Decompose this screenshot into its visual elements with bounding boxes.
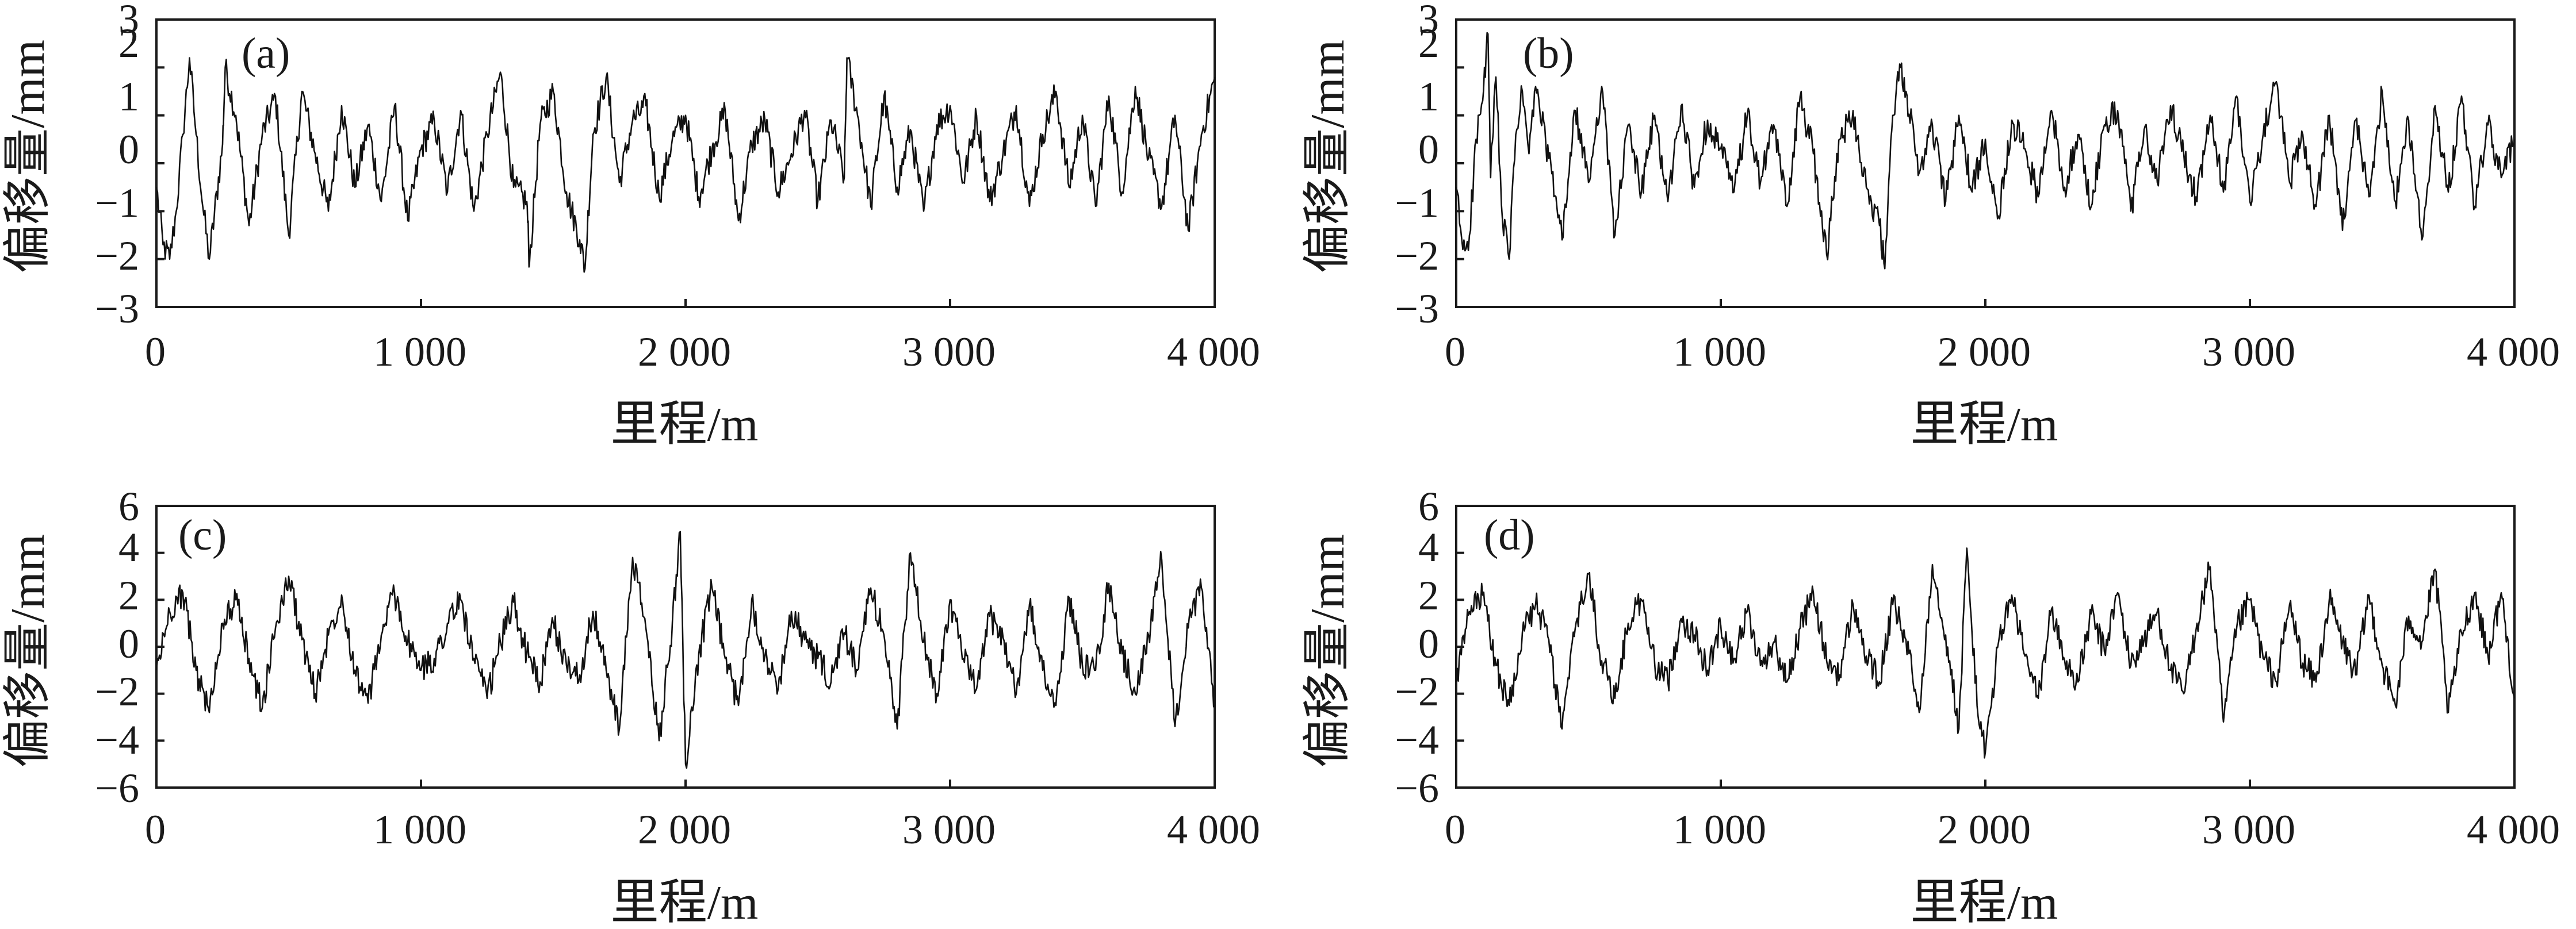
panel-c-xtick-label: 0 [145,807,166,853]
panel-a: 偏移量/mm −3 −2 −1 0 1 2 3 0 1 000 2 000 3 … [1,0,1260,451]
panel-c-xtick-label: 4 000 [1167,807,1260,853]
panel-d-series-line [1455,547,2516,759]
panel-b-xtick-label: 1 000 [1673,329,1766,375]
panel-c-xtick-label: 2 000 [638,807,731,853]
panel-c-yticks: −6 −4 −2 0 2 4 6 [95,483,139,811]
panel-d: 偏移量/mm −6 −4 −2 0 2 4 6 0 1 000 2 000 3 … [1301,483,2560,929]
panel-d-ytick-label: 0 [1418,621,1439,667]
panel-d-xlabel: 里程/m [1911,876,2058,929]
panel-a-ytick-label: −3 [95,286,139,332]
panel-a-ytick-label: 3 [118,0,139,42]
panel-d-xtick-label: 3 000 [2202,807,2295,853]
panel-b-xtick-label: 2 000 [1938,329,2031,375]
panel-a-xtick-label: 2 000 [638,329,731,375]
panel-a-xticks: 0 1 000 2 000 3 000 4 000 [145,329,1260,375]
panel-a-xtick-label: 1 000 [373,329,466,375]
panel-d-xtick-label: 4 000 [2467,807,2560,853]
panel-b-ytick-label: −1 [1395,180,1439,226]
panel-c-xticks: 0 1 000 2 000 3 000 4 000 [145,807,1260,853]
panel-d-ytick-label: −2 [1395,669,1439,715]
panel-d-ytick-label: 6 [1418,483,1439,529]
panel-c-xtick-label: 1 000 [373,807,466,853]
panel-a-xlabel: 里程/m [611,398,759,451]
panel-c: 偏移量/mm −6 −4 −2 0 2 4 6 0 1 000 2 000 3 … [1,483,1260,929]
panel-d-xtick-label: 0 [1445,807,1465,853]
panel-a-xtick-label: 4 000 [1167,329,1260,375]
panel-a-label: (a) [242,29,290,78]
panel-a-yticks: −3 −2 −1 0 1 2 3 [95,0,139,332]
panel-a-ytick-label: −2 [95,233,139,279]
panel-a-xtick-label: 3 000 [902,329,996,375]
panel-b-xtick-label: 0 [1445,329,1465,375]
panel-d-ytick-label: −6 [1395,765,1439,811]
panel-c-xtick-label: 3 000 [902,807,996,853]
panel-d-ytick-label: 2 [1418,573,1439,619]
panel-b-label: (b) [1523,29,1574,78]
panel-c-ytick-label: −4 [95,717,139,763]
panel-b-xticks: 0 1 000 2 000 3 000 4 000 [1445,329,2560,375]
panel-a-ytick-label: 2 [118,20,139,66]
panel-b-xtick-label: 4 000 [2467,329,2560,375]
panel-d-xtick-label: 2 000 [1938,807,2031,853]
panel-b-ytick-label: −3 [1395,286,1439,332]
panel-d-yticks: −6 −4 −2 0 2 4 6 [1395,483,1439,811]
panel-a-ylabel: 偏移量/mm [1,40,55,273]
panel-b-yticks: −3 −2 −1 0 1 2 3 [1395,0,1439,332]
panel-c-ytick-label: −6 [95,765,139,811]
panel-b-xlabel: 里程/m [1911,398,2058,451]
panel-c-ylabel: 偏移量/mm [1,534,55,767]
panel-b-ytick-label: −2 [1395,233,1439,279]
panel-b-series-line [1455,32,2516,270]
panel-b-xtick-label: 3 000 [2202,329,2295,375]
panel-d-ylabel: 偏移量/mm [1301,534,1354,767]
panel-d-xtick-label: 1 000 [1673,807,1766,853]
panel-d-ytick-label: −4 [1395,717,1439,763]
panel-b-ytick-label: 2 [1418,20,1439,66]
panel-d-ytick-label: 4 [1418,524,1439,570]
panel-b-ylabel: 偏移量/mm [1301,40,1354,273]
panel-d-xticks: 0 1 000 2 000 3 000 4 000 [1445,807,2560,853]
panel-c-xlabel: 里程/m [611,876,759,929]
panel-b-ytick-label: 3 [1418,0,1439,42]
panel-a-ytick-label: 1 [118,74,139,120]
panel-b-ytick-label: 1 [1418,74,1439,120]
panel-a-series-line [155,56,1216,273]
panel-b-ytick-label: 0 [1418,126,1439,172]
panel-d-label: (d) [1484,511,1535,559]
panel-c-ytick-label: −2 [95,669,139,715]
panel-a-ytick-label: 0 [118,126,139,172]
panel-b: 偏移量/mm −3 −2 −1 0 1 2 3 0 1 000 2 000 3 … [1301,0,2560,451]
panel-c-ytick-label: 2 [118,573,139,619]
panel-c-label: (c) [178,511,227,559]
panel-a-frame [155,18,1216,308]
panel-a-xtick-label: 0 [145,329,166,375]
panel-a-ytick-label: −1 [95,180,139,226]
panel-c-ytick-label: 6 [118,483,139,529]
panel-c-series-line [155,531,1216,769]
panel-b-frame [1455,18,2516,308]
panel-c-ytick-label: 4 [118,524,139,570]
panel-c-ytick-label: 0 [118,621,139,667]
